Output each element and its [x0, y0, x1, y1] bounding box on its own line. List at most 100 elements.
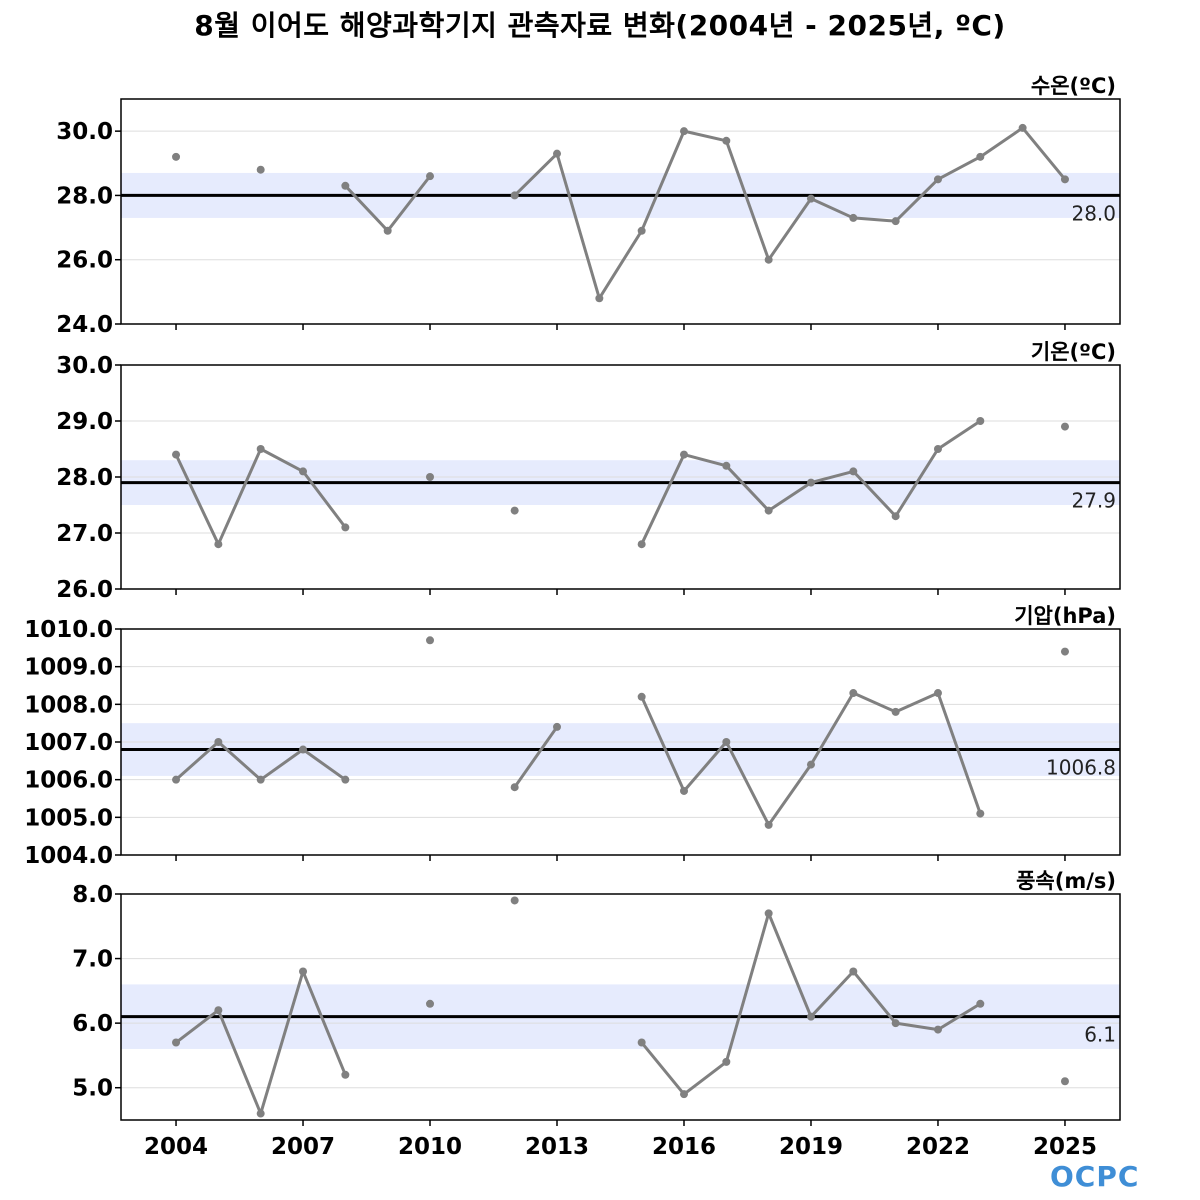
x-tick-label: 2025 — [1033, 1134, 1097, 1160]
data-point — [299, 467, 308, 476]
data-point — [214, 1006, 223, 1015]
y-tick-label: 1010.0 — [24, 617, 113, 643]
data-point — [172, 1038, 181, 1047]
y-tick-label: 26.0 — [56, 577, 113, 603]
x-tick-label: 2019 — [779, 1134, 843, 1160]
data-point — [976, 999, 985, 1008]
panel-frame — [120, 893, 1121, 1121]
data-point — [426, 473, 435, 481]
data-point — [510, 896, 519, 905]
panel-label: 기압(hPa) — [1014, 604, 1116, 628]
mean-value-label: 6.1 — [1084, 1023, 1116, 1047]
y-tick-label: 30.0 — [56, 353, 113, 379]
y-tick-label: 28.0 — [56, 183, 113, 209]
data-point — [976, 152, 985, 161]
x-tick-label: 2013 — [525, 1134, 589, 1160]
mean-value-label: 28.0 — [1071, 201, 1116, 225]
data-point — [341, 523, 350, 532]
mean-value-label: 27.9 — [1071, 489, 1116, 513]
data-point — [891, 1019, 900, 1028]
data-point — [679, 127, 688, 136]
y-tick-label: 30.0 — [56, 119, 113, 145]
mean-value-label: 1006.8 — [1046, 756, 1116, 780]
y-tick-label: 26.0 — [56, 248, 113, 274]
series-line — [513, 126, 1067, 300]
data-point — [1060, 647, 1069, 656]
x-tick-label: 2004 — [144, 1134, 208, 1160]
data-point — [1060, 1077, 1069, 1086]
data-point — [891, 512, 900, 521]
x-tick-label: 2016 — [652, 1134, 716, 1160]
y-tick-label: 1004.0 — [24, 843, 113, 869]
panel-frame — [120, 98, 1121, 325]
data-point — [426, 999, 435, 1008]
data-point — [891, 217, 900, 226]
data-point — [933, 445, 942, 453]
y-tick-label: 7.0 — [72, 947, 113, 973]
data-point — [722, 1057, 731, 1066]
data-point — [806, 1012, 815, 1021]
y-tick-label: 1006.0 — [24, 768, 113, 794]
data-point — [679, 786, 688, 795]
data-point — [722, 738, 731, 746]
data-point — [426, 172, 435, 181]
data-point — [256, 445, 265, 453]
y-tick-label: 6.0 — [72, 1011, 113, 1037]
data-point — [806, 478, 815, 487]
data-point — [510, 191, 519, 200]
data-point — [214, 738, 223, 746]
data-point — [1018, 123, 1027, 132]
data-point — [933, 1025, 942, 1034]
data-point — [595, 294, 604, 303]
data-point — [637, 1038, 646, 1047]
data-point — [891, 707, 900, 716]
data-point — [849, 213, 858, 222]
y-tick-label: 5.0 — [72, 1076, 113, 1102]
data-point — [976, 809, 985, 818]
data-point — [299, 967, 308, 976]
data-point — [510, 506, 519, 515]
data-point — [341, 775, 350, 784]
data-point — [553, 722, 562, 731]
data-point — [341, 1070, 350, 1079]
panel-label: 풍속(m/s) — [1016, 869, 1116, 893]
data-point — [256, 165, 265, 174]
y-tick-label: 1007.0 — [24, 730, 113, 756]
panel-label: 기온(ºC) — [1031, 340, 1116, 364]
data-point — [722, 461, 731, 470]
data-point — [299, 745, 308, 754]
data-point — [764, 506, 773, 515]
data-point — [383, 226, 392, 235]
data-point — [976, 417, 985, 425]
data-point — [849, 967, 858, 976]
data-point — [764, 820, 773, 829]
ocpc-logo: OCPC — [1050, 1160, 1140, 1193]
data-point — [172, 775, 181, 784]
y-tick-label: 8.0 — [72, 882, 113, 908]
data-point — [764, 909, 773, 918]
y-tick-label: 28.0 — [56, 465, 113, 491]
data-point — [806, 194, 815, 203]
data-point — [1060, 422, 1069, 431]
panel-frame — [120, 364, 1121, 590]
data-point — [806, 760, 815, 769]
data-point — [722, 136, 731, 145]
data-point — [214, 540, 223, 549]
y-tick-label: 27.0 — [56, 521, 113, 547]
data-point — [637, 226, 646, 235]
x-tick-label: 2007 — [271, 1134, 335, 1160]
data-point — [553, 149, 562, 158]
data-point — [637, 540, 646, 549]
data-point — [341, 181, 350, 190]
chart-title: 8월 이어도 해양과학기지 관측자료 변화(2004년 - 2025년, ºC) — [194, 9, 1006, 42]
data-point — [849, 689, 858, 698]
series-line — [513, 726, 559, 789]
data-point — [256, 775, 265, 784]
y-tick-label: 1005.0 — [24, 805, 113, 831]
data-point — [172, 450, 181, 459]
panel-frame — [120, 628, 1121, 856]
y-tick-label: 1009.0 — [24, 655, 113, 681]
panel-label: 수온(ºC) — [1031, 74, 1116, 98]
x-tick-label: 2022 — [906, 1134, 970, 1160]
